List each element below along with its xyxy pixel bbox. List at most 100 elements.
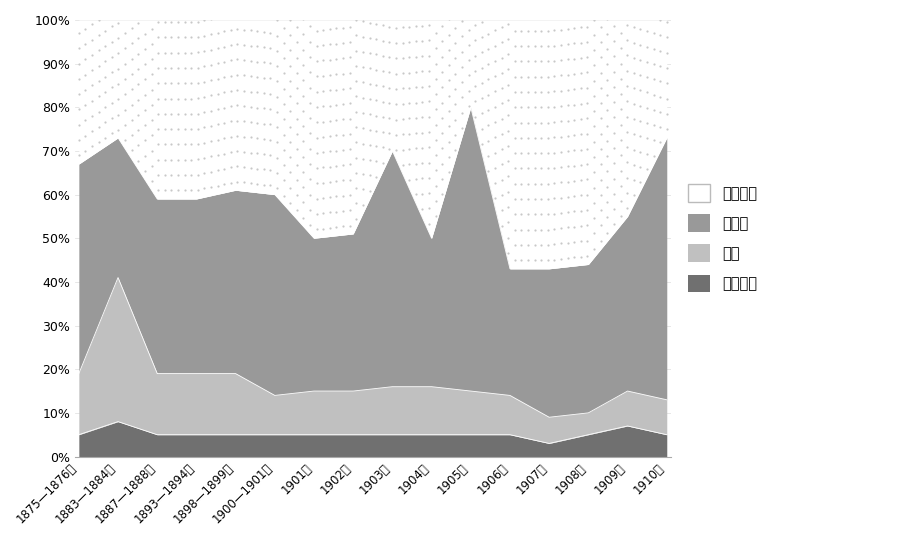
Point — [91, 31, 106, 39]
Point — [323, 223, 337, 232]
Point — [448, 69, 462, 78]
Point — [329, 116, 344, 124]
Point — [130, 141, 145, 150]
Point — [362, 49, 377, 57]
Point — [91, 61, 106, 70]
Point — [329, 101, 344, 109]
Point — [553, 148, 568, 156]
Point — [586, 107, 601, 116]
Point — [586, 168, 601, 177]
Point — [527, 180, 541, 188]
Point — [210, 120, 224, 129]
Point — [395, 54, 410, 62]
Point — [197, 154, 211, 162]
Point — [323, 208, 337, 217]
Point — [481, 136, 495, 145]
Point — [573, 115, 587, 123]
Point — [177, 186, 192, 195]
Point — [435, 52, 449, 61]
Point — [329, 146, 344, 155]
Point — [124, 55, 139, 63]
Point — [388, 39, 403, 48]
Point — [586, 245, 601, 253]
Point — [170, 125, 185, 134]
Point — [210, 150, 224, 159]
Point — [494, 23, 508, 31]
Point — [414, 113, 429, 122]
Point — [533, 164, 548, 173]
Point — [507, 149, 522, 157]
Point — [263, 181, 278, 190]
Point — [487, 179, 502, 187]
Point — [329, 55, 344, 63]
Point — [494, 191, 508, 200]
Point — [375, 159, 390, 167]
Point — [414, 204, 429, 213]
Point — [560, 147, 574, 155]
Point — [130, 65, 145, 74]
Point — [580, 252, 595, 260]
Point — [217, 103, 232, 112]
Point — [533, 134, 548, 142]
Point — [190, 94, 205, 103]
Point — [547, 163, 562, 172]
Point — [177, 48, 192, 57]
Point — [580, 190, 595, 199]
Point — [190, 48, 205, 57]
Point — [573, 191, 587, 200]
Point — [335, 69, 350, 78]
Point — [632, 56, 647, 64]
Point — [151, 33, 165, 42]
Point — [111, 110, 126, 119]
Point — [144, 85, 159, 94]
Point — [296, 153, 311, 161]
Point — [520, 180, 535, 188]
Point — [514, 210, 528, 219]
Point — [560, 223, 574, 232]
Point — [454, 78, 469, 87]
Point — [507, 164, 522, 173]
Point — [250, 149, 265, 157]
Point — [230, 85, 244, 94]
Point — [157, 18, 172, 27]
Point — [514, 256, 528, 265]
Point — [118, 121, 132, 129]
Point — [494, 84, 508, 93]
Point — [72, 151, 86, 160]
Point — [97, 72, 112, 81]
Point — [553, 178, 568, 187]
Point — [144, 24, 159, 33]
Point — [435, 83, 449, 91]
Point — [362, 141, 377, 149]
Point — [580, 206, 595, 214]
Point — [626, 69, 641, 77]
Point — [335, 84, 350, 93]
Point — [626, 176, 641, 184]
Point — [606, 37, 620, 45]
Point — [639, 134, 653, 143]
Point — [276, 115, 290, 124]
Point — [355, 63, 369, 71]
Point — [441, 168, 456, 176]
Point — [375, 113, 390, 121]
Point — [111, 49, 126, 58]
Point — [91, 107, 106, 116]
Point — [309, 27, 323, 35]
Point — [527, 241, 541, 249]
Point — [111, 64, 126, 73]
Point — [315, 224, 330, 233]
Point — [289, 206, 304, 215]
Point — [223, 117, 238, 126]
Point — [514, 118, 528, 127]
Point — [170, 94, 185, 103]
Point — [315, 163, 330, 171]
Point — [560, 85, 574, 94]
Point — [520, 256, 535, 265]
Point — [203, 106, 218, 115]
Point — [276, 176, 290, 184]
Point — [580, 68, 595, 77]
Point — [329, 39, 344, 48]
Point — [659, 48, 674, 57]
Point — [164, 140, 178, 149]
Point — [335, 54, 350, 63]
